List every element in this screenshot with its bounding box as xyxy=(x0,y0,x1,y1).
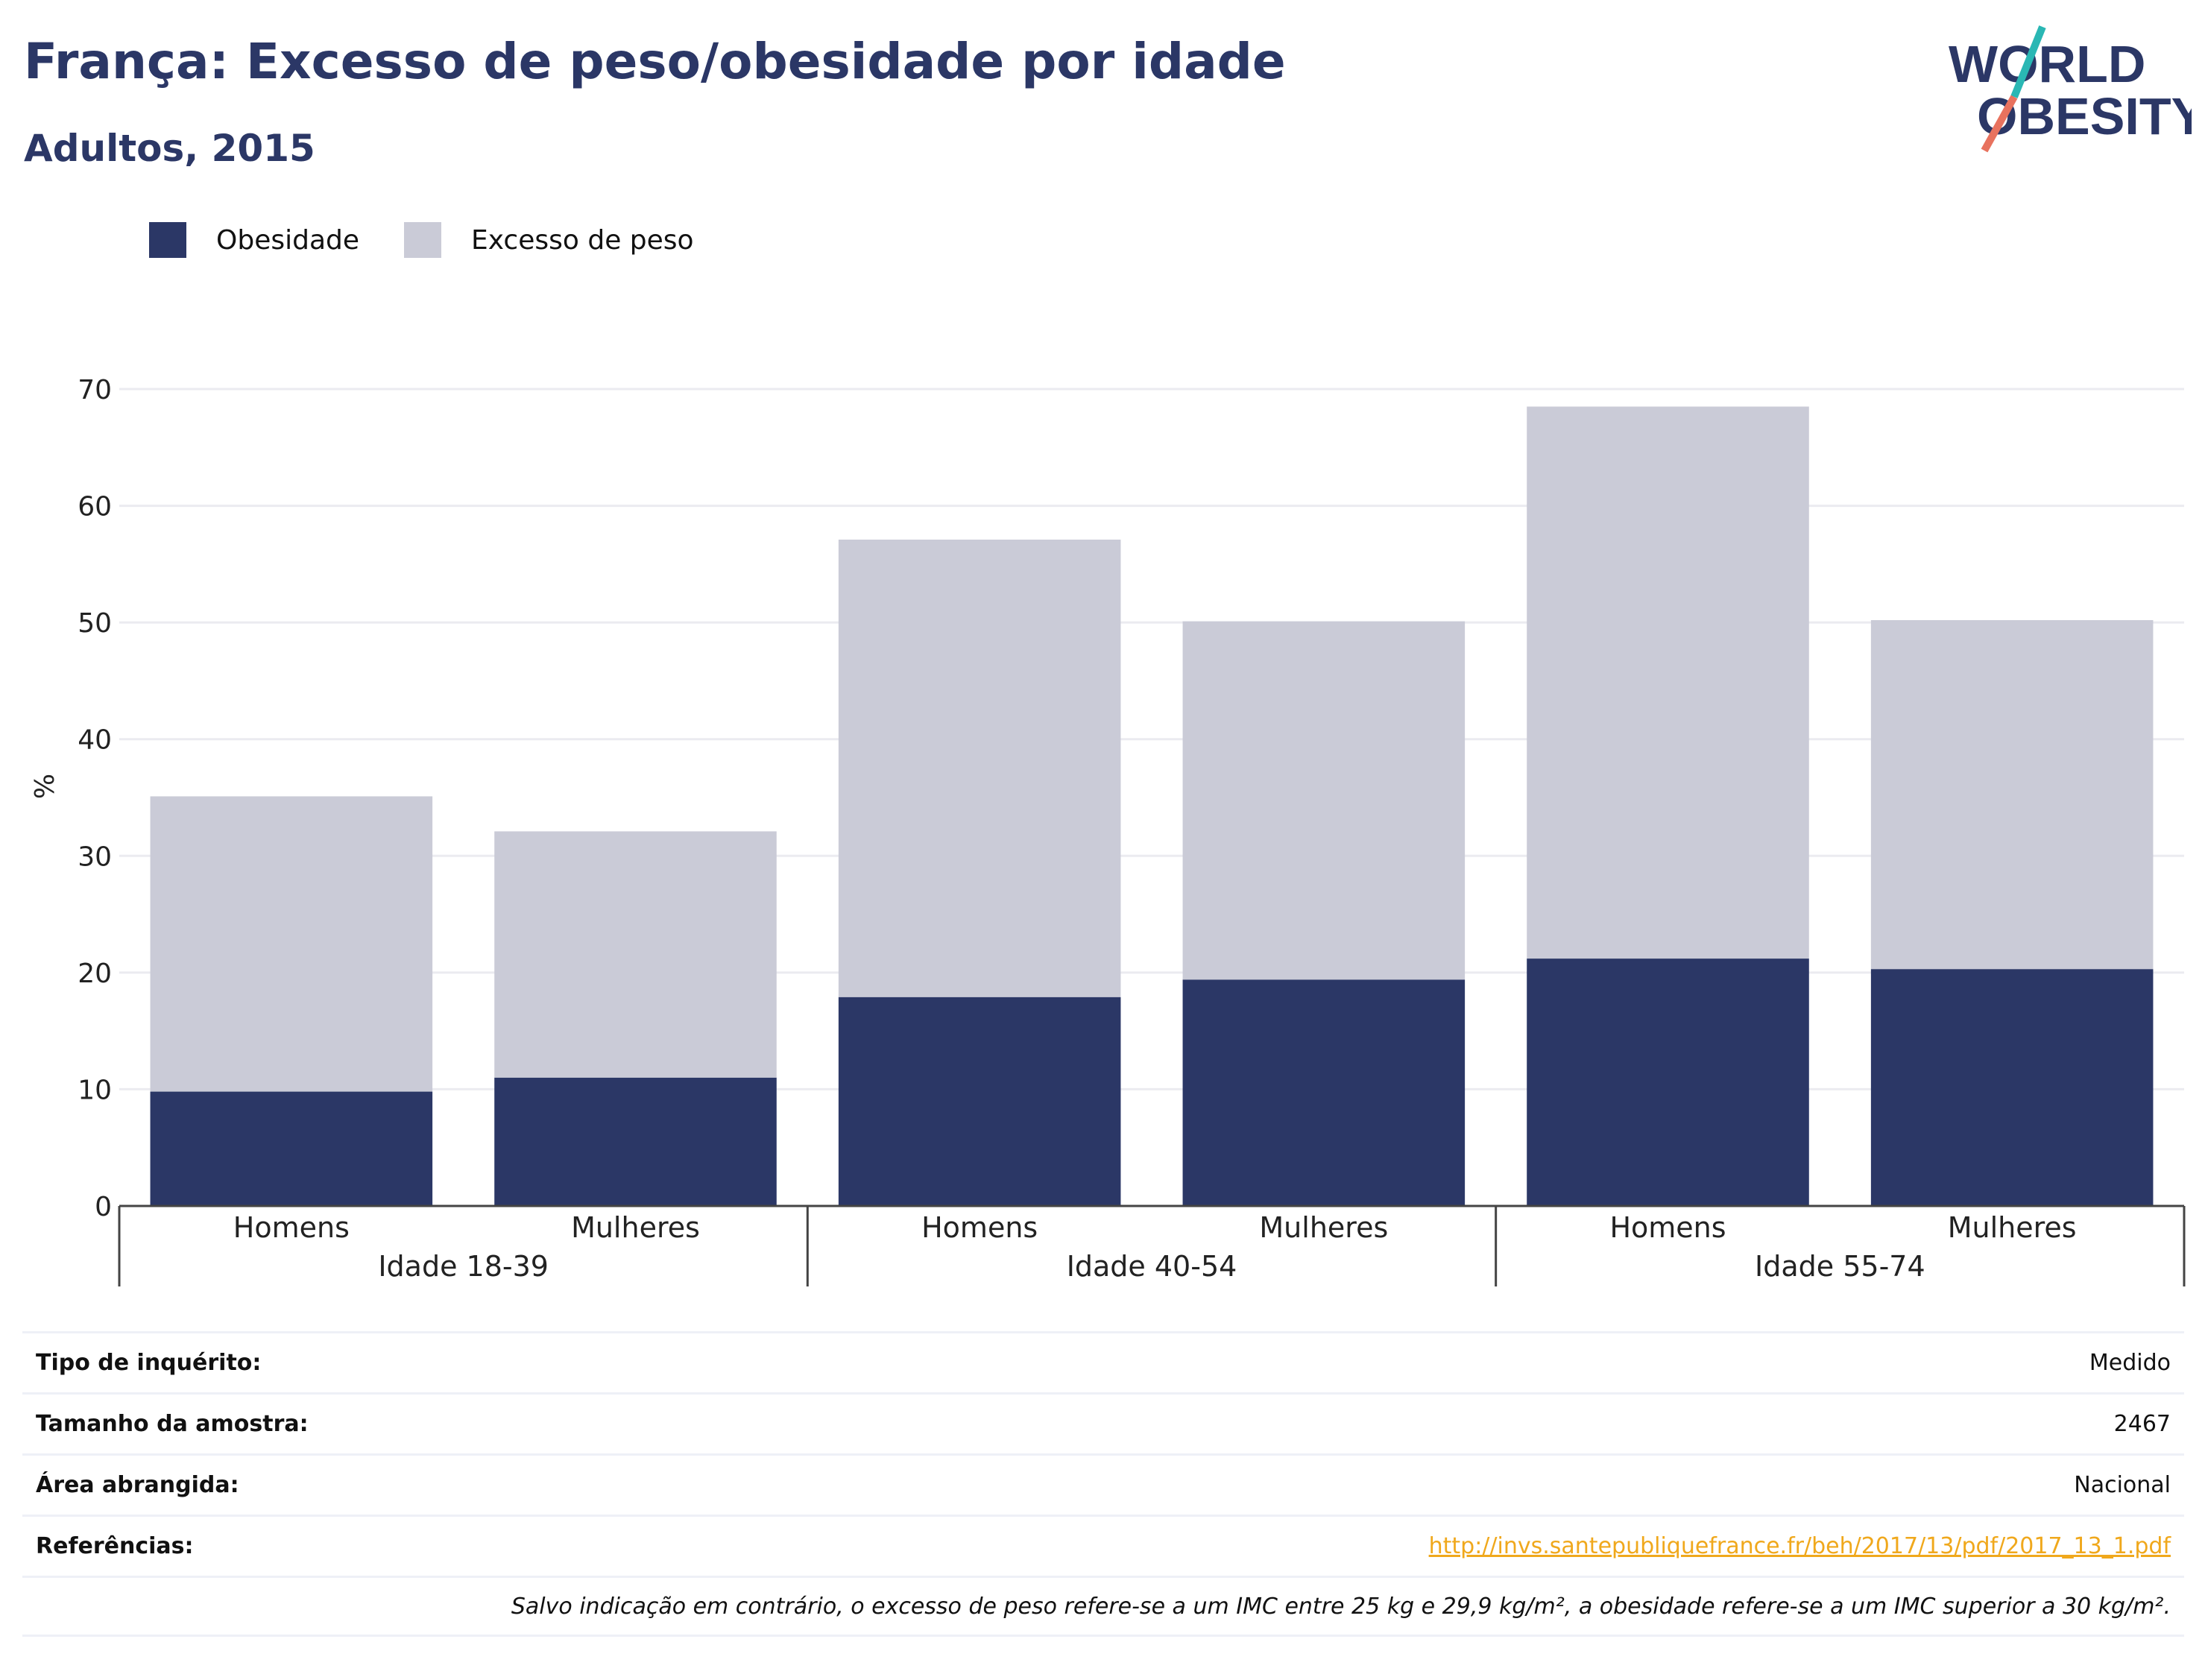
info-table: Tipo de inquérito: Medido Tamanho da amo… xyxy=(22,1331,2184,1637)
info-row-references: Referências: http://invs.santepubliquefr… xyxy=(22,1515,2184,1576)
legend-item-overweight[interactable]: Excesso de peso xyxy=(404,222,694,258)
bar-overweight[interactable] xyxy=(1870,620,2154,970)
info-value: Nacional xyxy=(2074,1472,2171,1498)
bar-obesity[interactable] xyxy=(1870,969,2154,1206)
y-tick-label: 20 xyxy=(78,959,112,989)
grid-lines xyxy=(119,388,2184,1090)
bar-overweight[interactable] xyxy=(1182,621,1466,980)
x-category-label: Mulheres xyxy=(1948,1211,2077,1244)
chart-title: França: Excesso de peso/obesidade por id… xyxy=(24,33,1286,90)
x-category-label: Homens xyxy=(233,1211,350,1244)
legend-swatch-obesity xyxy=(149,222,186,258)
legend: Obesidade Excesso de peso xyxy=(149,222,739,258)
info-value: 2467 xyxy=(2113,1411,2171,1437)
info-row-area: Área abrangida: Nacional xyxy=(22,1453,2184,1515)
info-row-survey-type: Tipo de inquérito: Medido xyxy=(22,1331,2184,1392)
bar-overweight[interactable] xyxy=(494,831,777,1078)
logo-slash-teal xyxy=(2010,25,2046,98)
info-note: Salvo indicação em contrário, o excesso … xyxy=(22,1576,2184,1637)
y-tick-label: 30 xyxy=(78,841,112,872)
x-group-label: Idade 40-54 xyxy=(1067,1250,1237,1283)
y-tick-label: 10 xyxy=(78,1075,112,1105)
y-tick-label: 0 xyxy=(95,1192,112,1222)
bar-overweight[interactable] xyxy=(838,539,1121,997)
bar-chart: 0 10 20 30 40 50 60 70 Homens Mulheres Homens Mulhe… xyxy=(30,375,2186,1286)
x-category-label: Mulheres xyxy=(571,1211,700,1244)
bar-obesity[interactable] xyxy=(1527,959,1809,1206)
bar-overweight[interactable] xyxy=(1527,406,1809,959)
definition-note: Salvo indicação em contrário, o excesso … xyxy=(511,1593,2171,1620)
x-category-label: Homens xyxy=(1609,1211,1726,1244)
legend-item-obesity[interactable]: Obesidade xyxy=(149,222,359,258)
y-tick-label: 50 xyxy=(78,608,112,639)
bar-obesity[interactable] xyxy=(494,1077,777,1206)
bar-obesity[interactable] xyxy=(838,997,1121,1206)
reference-link[interactable]: http://invs.santepubliquefrance.fr/beh/2… xyxy=(1428,1533,2171,1559)
info-row-sample-size: Tamanho da amostra: 2467 xyxy=(22,1392,2184,1453)
info-label: Referências: xyxy=(36,1533,194,1559)
axes: 0 10 20 30 40 50 60 70 Homens Mulheres Homens Mulhe… xyxy=(78,375,2186,1286)
y-tick-label: 70 xyxy=(78,375,112,405)
info-value: Medido xyxy=(2089,1350,2171,1376)
world-obesity-logo: WORLD OBESITY xyxy=(1949,25,2192,153)
y-tick-label: 60 xyxy=(78,492,112,522)
bar-overweight[interactable] xyxy=(150,796,433,1092)
logo-slash-coral xyxy=(1981,95,2018,153)
x-group-label: Idade 55-74 xyxy=(1755,1250,1925,1283)
bar-obesity[interactable] xyxy=(1182,979,1466,1206)
info-label: Área abrangida: xyxy=(36,1472,239,1498)
x-category-label: Mulheres xyxy=(1259,1211,1388,1244)
info-label: Tamanho da amostra: xyxy=(36,1411,309,1437)
legend-label-obesity: Obesidade xyxy=(216,224,360,256)
x-category-label: Homens xyxy=(921,1211,1038,1244)
x-group-label: Idade 18-39 xyxy=(378,1250,549,1283)
info-label: Tipo de inquérito: xyxy=(36,1350,262,1376)
bar-obesity[interactable] xyxy=(150,1091,433,1206)
legend-swatch-overweight xyxy=(404,222,442,258)
logo-text-world: WORLD xyxy=(1949,35,2145,93)
chart-subtitle: Adultos, 2015 xyxy=(24,127,315,170)
y-axis-label: % xyxy=(30,774,60,799)
bars xyxy=(150,406,2154,1206)
legend-label-overweight: Excesso de peso xyxy=(471,224,694,256)
y-tick-label: 40 xyxy=(78,725,112,756)
